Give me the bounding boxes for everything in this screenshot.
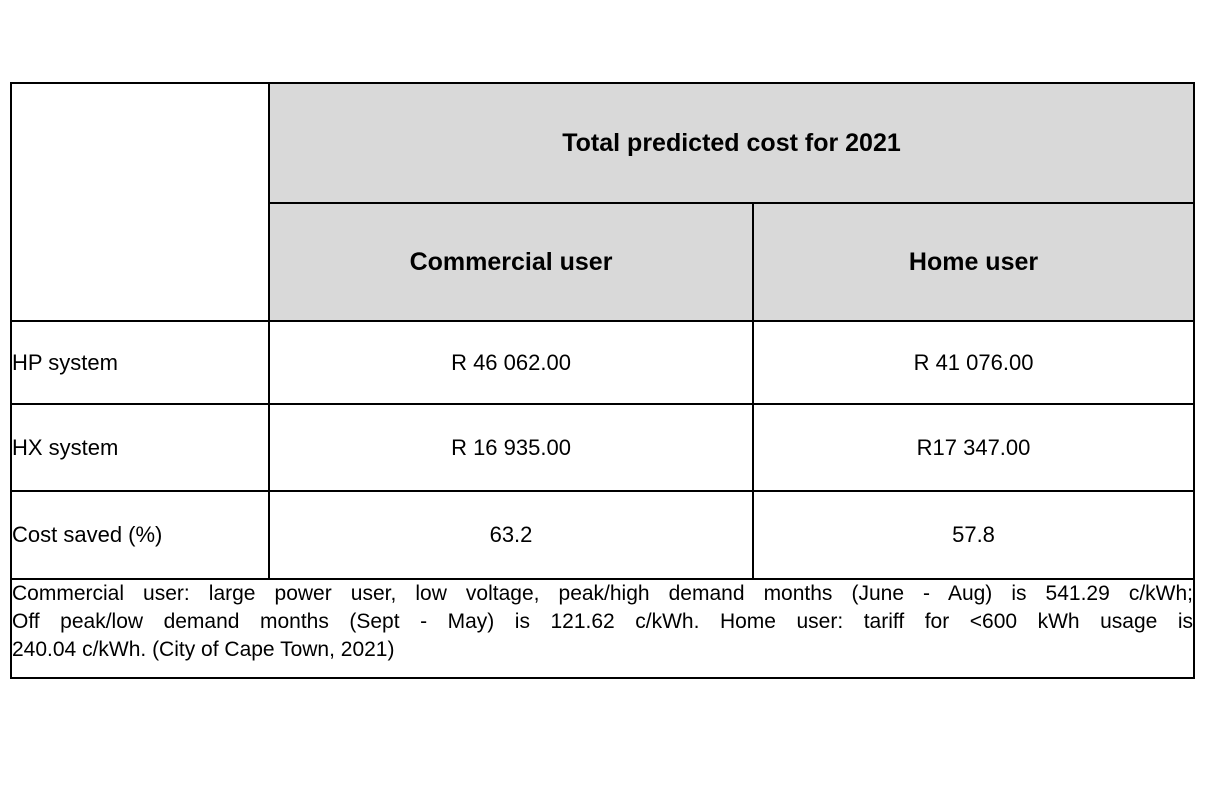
row-label-cost-saved: Cost saved (%) [10,490,270,580]
column-header-commercial-user: Commercial user [268,202,754,322]
hp-home-value: R 41 076.00 [751,320,1196,405]
column-header-home-user: Home user [751,202,1196,322]
cost-saved-home-value: 57.8 [751,490,1196,580]
table-header-row-columns: Commercial user Home user [11,202,1196,322]
footnote-line-3: 240.04 c/kWh. (City of Cape Town, 2021) [12,638,395,661]
cost-comparison-table: Total predicted cost for 2021 Commercial… [9,82,1196,679]
row-label-hx-system: HX system [10,403,270,492]
corner-empty-cell [10,82,270,322]
table-row-hp-system: HP system R 46 062.00 R 41 076.00 [10,320,1196,405]
table-footnote: Commercial user: large power user, low v… [9,578,1196,679]
hx-home-value: R17 347.00 [751,403,1196,492]
cost-comparison-table-container: Total predicted cost for 2021 Commercial… [9,82,1196,679]
table-title: Total predicted cost for 2021 [267,82,1196,204]
footnote-line-2: Off peak/low demand months (Sept - May) … [12,610,1194,633]
row-label-hp-system: HP system [10,320,270,405]
hp-commercial-value: R 46 062.00 [268,320,754,405]
footnote-line-1: Commercial user: large power user, low v… [12,582,1194,605]
cost-saved-commercial-value: 63.2 [268,490,754,580]
table-row-hx-system: HX system R 16 935.00 R17 347.00 [10,403,1196,492]
table-row-cost-saved: Cost saved (%) 63.2 57.8 [10,490,1196,580]
table-header-row-title: Total predicted cost for 2021 [10,82,1196,322]
hx-commercial-value: R 16 935.00 [268,403,754,492]
table-footnote-row: Commercial user: large power user, low v… [9,578,1196,679]
